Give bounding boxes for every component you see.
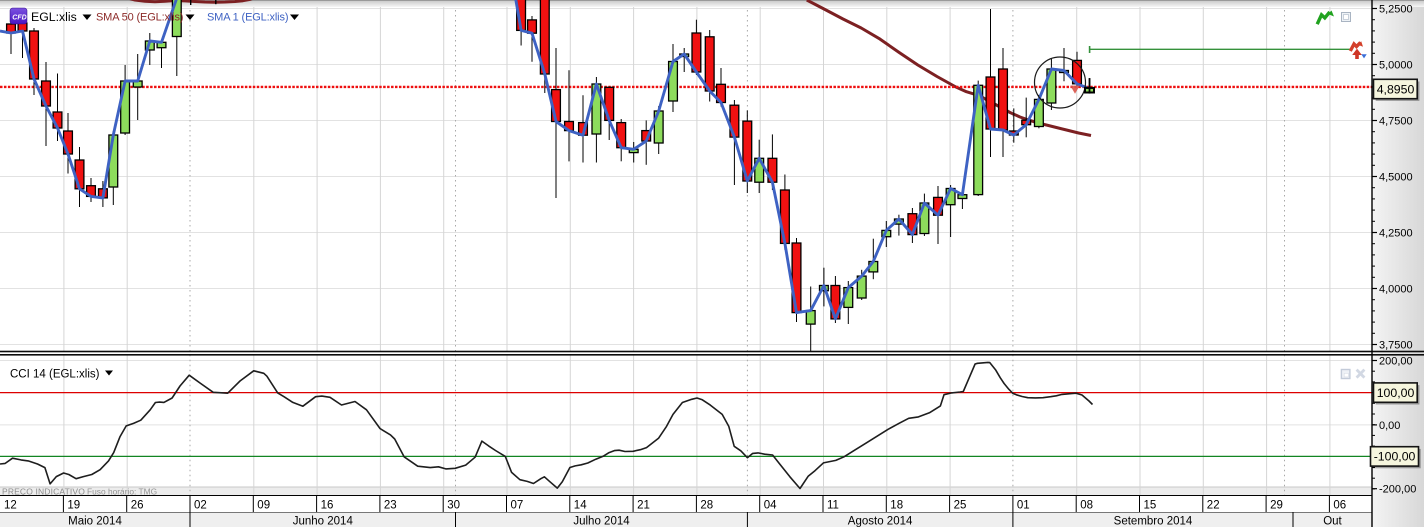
svg-text:-200,00: -200,00 [1379, 484, 1416, 496]
svg-text:4,8950: 4,8950 [1377, 82, 1415, 96]
svg-text:4,0000: 4,0000 [1379, 284, 1413, 296]
svg-text:SMA 50 (EGL:xlis): SMA 50 (EGL:xlis) [96, 12, 183, 24]
svg-text:Agosto 2014: Agosto 2014 [848, 516, 913, 527]
svg-text:08: 08 [1080, 500, 1093, 512]
svg-text:12: 12 [4, 500, 17, 512]
svg-text:100,00: 100,00 [1377, 386, 1415, 400]
svg-text:Junho 2014: Junho 2014 [293, 516, 354, 527]
svg-text:4,2500: 4,2500 [1379, 228, 1413, 240]
svg-text:01: 01 [1017, 500, 1030, 512]
svg-text:02: 02 [194, 500, 207, 512]
svg-text:-100,00: -100,00 [1374, 450, 1416, 464]
svg-text:Out: Out [1323, 516, 1342, 527]
svg-text:200,00: 200,00 [1379, 356, 1413, 368]
svg-text:SMA 1 (EGL:xlis): SMA 1 (EGL:xlis) [207, 12, 288, 24]
svg-text:09: 09 [257, 500, 270, 512]
svg-text:22: 22 [1207, 500, 1220, 512]
svg-text:29: 29 [1270, 500, 1283, 512]
svg-text:30: 30 [447, 500, 460, 512]
svg-text:Setembro 2014: Setembro 2014 [1114, 516, 1193, 527]
svg-text:14: 14 [574, 500, 587, 512]
svg-text:4,7500: 4,7500 [1379, 116, 1413, 128]
svg-text:Julho 2014: Julho 2014 [573, 516, 630, 527]
svg-text:16: 16 [321, 500, 334, 512]
svg-text:04: 04 [764, 500, 777, 512]
svg-text:11: 11 [827, 500, 839, 512]
svg-text:CCI 14 (EGL:xlis): CCI 14 (EGL:xlis) [10, 369, 100, 381]
svg-text:19: 19 [67, 500, 80, 512]
svg-text:25: 25 [954, 500, 967, 512]
svg-text:5,2500: 5,2500 [1379, 4, 1413, 16]
svg-text:3,7500: 3,7500 [1379, 340, 1413, 352]
svg-text:26: 26 [131, 500, 144, 512]
svg-text:23: 23 [384, 500, 397, 512]
svg-text:06: 06 [1333, 500, 1346, 512]
svg-text:5,0000: 5,0000 [1379, 60, 1413, 72]
svg-text:4,5000: 4,5000 [1379, 172, 1413, 184]
svg-text:28: 28 [700, 500, 713, 512]
svg-text:EGL:xlis: EGL:xlis [31, 10, 77, 24]
svg-text:CFD: CFD [12, 14, 26, 21]
svg-text:21: 21 [637, 500, 650, 512]
svg-text:Maio 2014: Maio 2014 [68, 516, 122, 527]
svg-text:07: 07 [511, 500, 524, 512]
svg-text:0,00: 0,00 [1379, 420, 1400, 432]
svg-text:15: 15 [1144, 500, 1157, 512]
svg-text:18: 18 [890, 500, 903, 512]
svg-text:Fuso horário: TMG: Fuso horário: TMG [87, 487, 157, 497]
svg-text:PREÇO INDICATIVO: PREÇO INDICATIVO [2, 487, 85, 497]
